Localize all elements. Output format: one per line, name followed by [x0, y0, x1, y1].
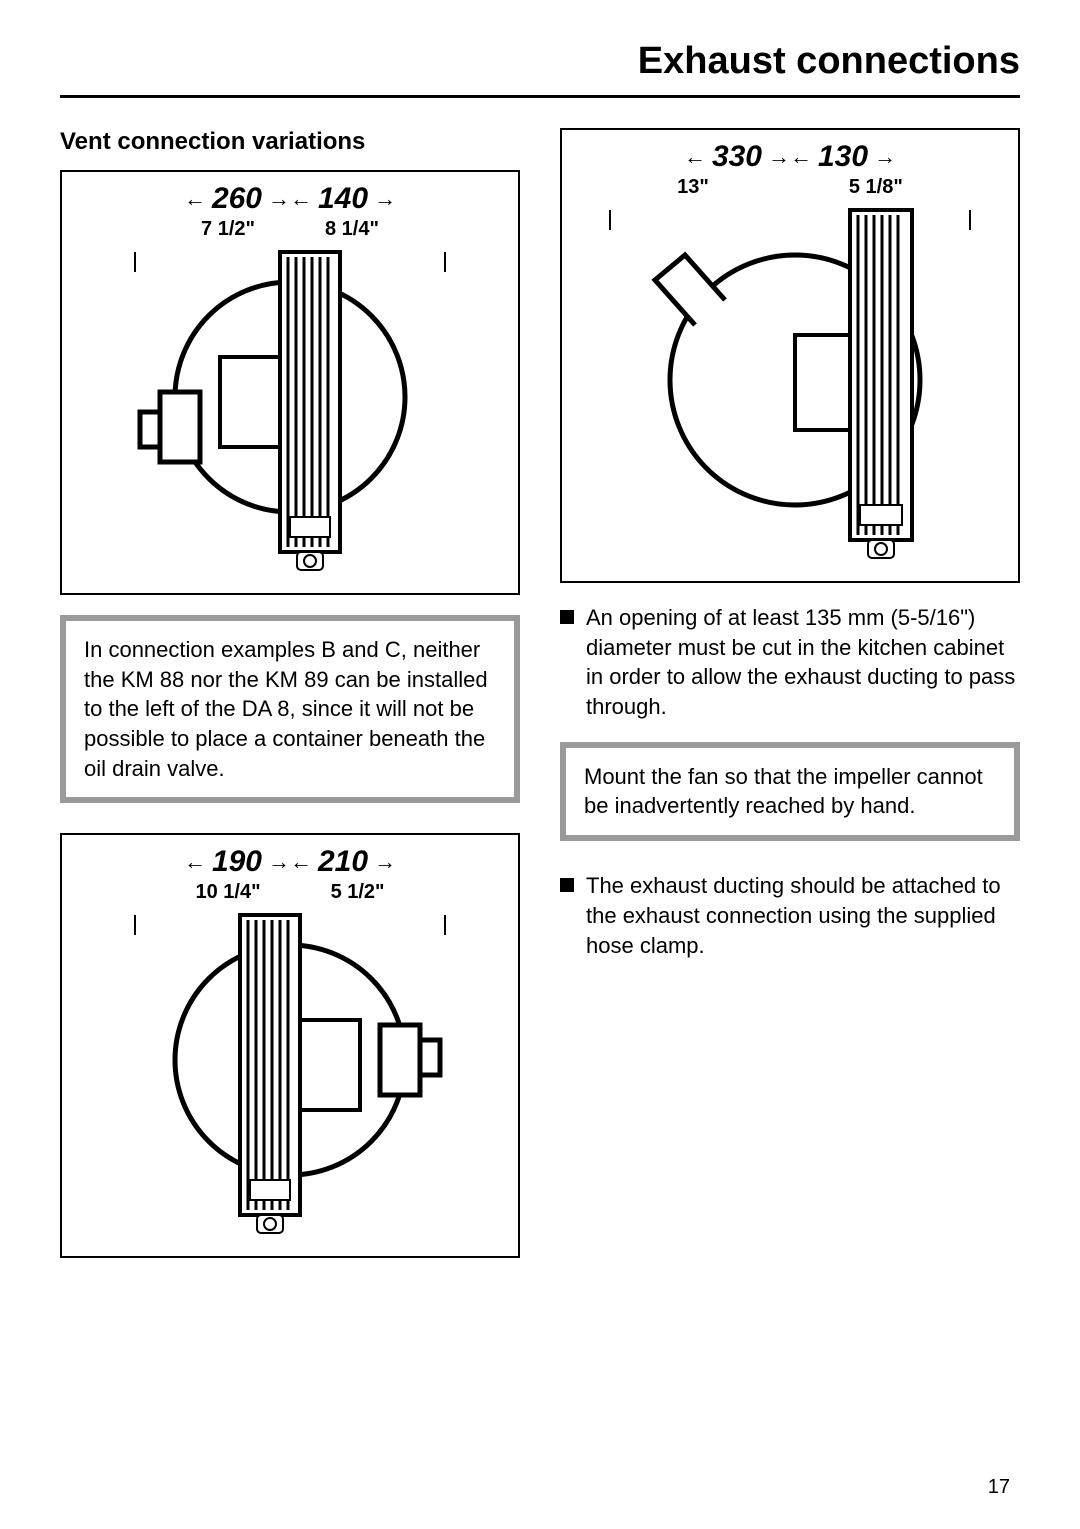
diagram-b-inch-row: 10 1/4" 5 1/2" [74, 881, 506, 904]
diagram-a-inch-row: 7 1/2" 8 1/4" [74, 218, 506, 241]
arrow-left-icon: ← [184, 186, 206, 212]
diagram-b-in-right: 5 1/2" [331, 881, 385, 904]
bullet-1: An opening of at least 135 mm (5-5/16") … [560, 603, 1020, 722]
diagram-b-mm-right: 210 [318, 845, 368, 879]
bullet-square-icon [560, 878, 574, 892]
diagram-a-mm-left: 260 [212, 182, 262, 216]
arrow-right-icon: → [374, 186, 396, 212]
diagram-b-in-left: 10 1/4" [195, 881, 260, 904]
diagram-c-mm-right: 130 [818, 140, 868, 174]
arrow-right-icon: → [874, 144, 896, 170]
diagram-c-mm-row: ← 330 →← 130 → [574, 140, 1006, 174]
arrow-right-icon: → [374, 849, 396, 875]
diagram-a-in-right: 8 1/4" [325, 218, 379, 241]
content-columns: Vent connection variations ← 260 →← 140 … [60, 128, 1020, 1278]
page-title: Exhaust connections [60, 40, 1020, 98]
arrow-left-icon: ← [184, 849, 206, 875]
diagram-c-mm-left: 330 [712, 140, 762, 174]
arrow-divider-icon: →← [268, 849, 312, 875]
diagram-a-frame: ← 260 →← 140 → 7 1/2" 8 1/4" [60, 170, 520, 595]
section-heading: Vent connection variations [60, 128, 520, 156]
bullet-2-text: The exhaust ducting should be attached t… [586, 871, 1020, 960]
note-right: Mount the fan so that the impeller canno… [560, 742, 1020, 841]
diagram-c-schematic [600, 205, 980, 565]
right-column: ← 330 →← 130 → 13" 5 1/8" [560, 128, 1020, 1278]
arrow-left-icon: ← [684, 144, 706, 170]
diagram-a-mm-right: 140 [318, 182, 368, 216]
diagram-c-in-right: 5 1/8" [849, 176, 903, 199]
diagram-b-schematic [125, 910, 455, 1240]
diagram-b-mm-row: ← 190 →← 210 → [74, 845, 506, 879]
left-column: Vent connection variations ← 260 →← 140 … [60, 128, 520, 1278]
arrow-divider-icon: →← [768, 144, 812, 170]
page-number: 17 [988, 1476, 1010, 1499]
arrow-divider-icon: →← [268, 186, 312, 212]
diagram-b-mm-left: 190 [212, 845, 262, 879]
diagram-a-mm-row: ← 260 →← 140 → [74, 182, 506, 216]
note-left: In connection examples B and C, neither … [60, 615, 520, 803]
diagram-c-in-left: 13" [677, 176, 709, 199]
diagram-b-frame: ← 190 →← 210 → 10 1/4" 5 1/2" [60, 833, 520, 1258]
bullet-1-text: An opening of at least 135 mm (5-5/16") … [586, 603, 1020, 722]
diagram-a-schematic [125, 247, 455, 577]
diagram-a-in-left: 7 1/2" [201, 218, 255, 241]
diagram-c-frame: ← 330 →← 130 → 13" 5 1/8" [560, 128, 1020, 583]
diagram-c-inch-row: 13" 5 1/8" [574, 176, 1006, 199]
bullet-square-icon [560, 610, 574, 624]
bullet-2: The exhaust ducting should be attached t… [560, 871, 1020, 960]
